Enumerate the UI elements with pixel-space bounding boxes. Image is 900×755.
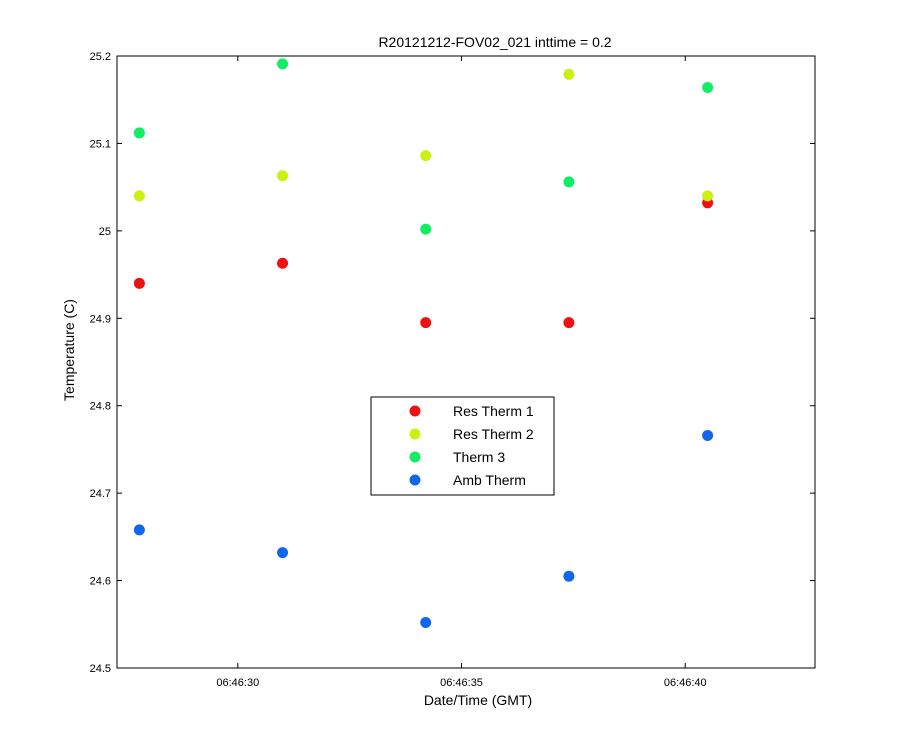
point-res-therm-2: [702, 190, 714, 202]
legend-label-res-therm-1: Res Therm 1: [453, 403, 534, 419]
x-tick-label: 06:46:35: [440, 677, 483, 689]
x-tick-label: 06:46:30: [216, 677, 259, 689]
y-tick-label: 24.9: [90, 313, 111, 325]
y-axis-label: Temperature (C): [61, 299, 77, 401]
y-tick-label: 25.2: [90, 51, 111, 63]
legend-label-res-therm-2: Res Therm 2: [453, 426, 534, 442]
y-tick-label: 24.8: [90, 401, 111, 413]
point-res-therm-1: [563, 317, 575, 329]
legend-marker-therm-3: [409, 451, 421, 463]
point-therm-3: [702, 81, 714, 93]
point-therm-3: [563, 176, 575, 188]
point-amb-therm: [563, 570, 575, 582]
legend-label-amb-therm: Amb Therm: [453, 472, 526, 488]
point-res-therm-2: [420, 150, 432, 162]
legend-label-therm-3: Therm 3: [453, 449, 505, 465]
chart-title: R20121212-FOV02_021 inttime = 0.2: [378, 34, 611, 50]
point-therm-3: [420, 223, 432, 235]
legend: Res Therm 1 Res Therm 2 Therm 3 Amb Therm: [370, 396, 555, 496]
marks-layer: [133, 58, 714, 629]
plot-frame: [116, 55, 816, 669]
legend-marker-res-therm-1: [409, 405, 421, 417]
y-tick-label: 25.1: [90, 138, 111, 150]
point-therm-3: [277, 58, 289, 70]
legend-marker-amb-therm: [409, 474, 421, 486]
point-res-therm-1: [277, 257, 289, 269]
point-amb-therm: [702, 429, 714, 441]
y-tick-label: 24.7: [90, 488, 111, 500]
x-tick-label: 06:46:40: [664, 677, 707, 689]
legend-box: [370, 396, 555, 496]
y-tick-label: 25: [99, 226, 111, 238]
point-res-therm-2: [563, 68, 575, 80]
y-tick-label: 24.5: [90, 663, 111, 675]
point-res-therm-2: [133, 190, 145, 202]
point-res-therm-1: [133, 277, 145, 289]
point-amb-therm: [420, 617, 432, 629]
point-res-therm-1: [420, 317, 432, 329]
y-tick-label: 24.6: [90, 576, 111, 588]
x-axis-label: Date/Time (GMT): [424, 692, 532, 708]
legend-marker-res-therm-2: [409, 428, 421, 440]
point-amb-therm: [133, 524, 145, 536]
point-amb-therm: [277, 547, 289, 559]
ticks-layer: 24.5 24.6 24.7 24.8 24.9 25 25.1 25.2 06:46:30 06…: [90, 51, 815, 689]
point-therm-3: [133, 127, 145, 139]
plot-background: [117, 56, 815, 668]
point-res-therm-2: [277, 170, 289, 182]
